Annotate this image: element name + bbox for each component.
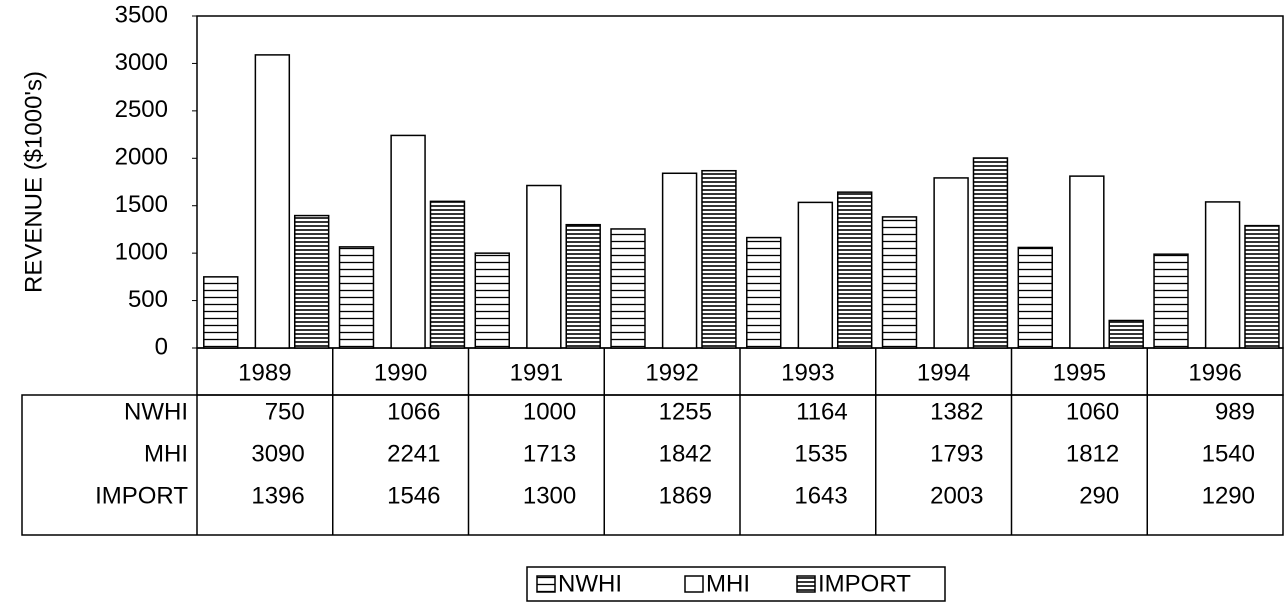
x-tick-label: 1992 (645, 359, 698, 386)
legend-label: IMPORT (818, 570, 911, 597)
bar (474, 252, 510, 349)
table-cell: 2241 (387, 440, 440, 467)
bar (1153, 253, 1189, 349)
bar (746, 236, 782, 349)
table-cell: 1382 (930, 398, 983, 425)
x-tick-label: 1989 (238, 359, 291, 386)
x-tick-label: 1993 (781, 359, 834, 386)
bar (661, 172, 698, 349)
table-box (21, 394, 1284, 536)
bar (836, 191, 873, 349)
table-cell: 290 (1079, 482, 1119, 509)
table-cell: 1793 (930, 440, 983, 467)
table-cell: 1000 (523, 398, 576, 425)
y-tick-label: 2000 (115, 144, 168, 171)
legend-swatch (536, 575, 556, 593)
table-cell: 1869 (659, 482, 712, 509)
legend-swatch (796, 575, 816, 593)
table-cell: 1255 (659, 398, 712, 425)
y-tick-label: 1500 (115, 191, 168, 218)
y-tick-label: 2500 (115, 96, 168, 123)
bar (429, 200, 466, 349)
table-cell: 1290 (1202, 482, 1255, 509)
table-cell: 1535 (794, 440, 847, 467)
bar (526, 184, 562, 349)
bar (1017, 246, 1053, 349)
table-cell: 1060 (1066, 398, 1119, 425)
table-cell: 750 (265, 398, 305, 425)
legend-box (526, 566, 946, 602)
x-tick-label: 1994 (917, 359, 970, 386)
table-cell: 1713 (523, 440, 576, 467)
table-row-label: NWHI (124, 398, 188, 425)
bar (881, 216, 918, 349)
table-cell: 1546 (387, 482, 440, 509)
table-row-label: IMPORT (95, 482, 188, 509)
table-cell: 989 (1215, 398, 1255, 425)
bar (390, 134, 426, 349)
table-cell: 1812 (1066, 440, 1119, 467)
bar (1069, 175, 1105, 349)
bar (797, 201, 834, 349)
y-axis-label: REVENUE ($1000's) (20, 71, 47, 293)
y-tick-label: 3500 (115, 1, 168, 28)
bar (1204, 201, 1241, 349)
bar (293, 214, 330, 349)
table-cell: 1066 (387, 398, 440, 425)
table-cell: 1396 (251, 482, 304, 509)
bar (338, 246, 375, 349)
x-tick-label: 1990 (374, 359, 427, 386)
table-row-label: MHI (144, 440, 188, 467)
table-cell: 2003 (930, 482, 983, 509)
table-cell: 1300 (523, 482, 576, 509)
bar (203, 276, 239, 349)
bar (972, 157, 1009, 349)
table-cell: 3090 (251, 440, 304, 467)
table-cell: 1643 (794, 482, 847, 509)
x-tick-label: 1995 (1053, 359, 1106, 386)
bar (565, 223, 601, 349)
bar (1244, 224, 1280, 349)
y-tick-label: 3000 (115, 49, 168, 76)
legend-label: NWHI (558, 570, 622, 597)
x-tick-label: 1991 (510, 359, 563, 386)
table-cell: 1540 (1202, 440, 1255, 467)
x-tick-label: 1996 (1188, 359, 1241, 386)
y-tick-label: 1000 (115, 238, 168, 265)
bar (254, 54, 291, 349)
bar (933, 177, 969, 349)
legend-label: MHI (706, 570, 750, 597)
bar (1108, 319, 1144, 349)
table-cell: 1164 (796, 398, 848, 425)
y-tick-label: 500 (128, 286, 168, 313)
y-tick-label: 0 (155, 333, 168, 360)
legend-swatch (684, 575, 704, 593)
bar (610, 228, 646, 349)
bar (701, 169, 737, 349)
table-cell: 1842 (659, 440, 712, 467)
